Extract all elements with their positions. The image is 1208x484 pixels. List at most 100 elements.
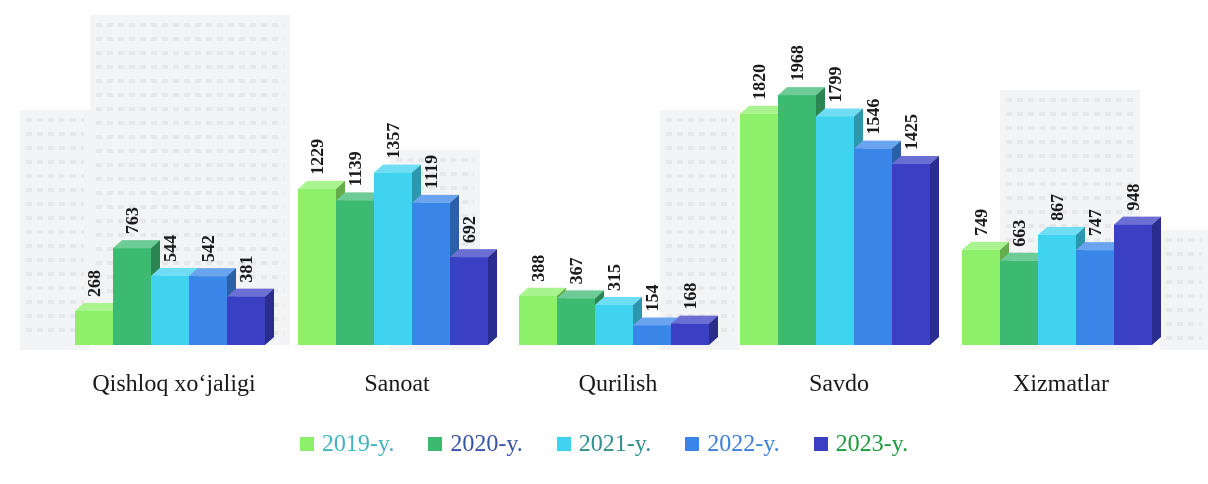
bar-value-label: 315 — [604, 264, 624, 291]
bar-front — [740, 113, 778, 345]
background-building — [1160, 230, 1208, 350]
bar-value-label: 381 — [236, 256, 256, 283]
bar-value-label: 948 — [1123, 184, 1143, 211]
bar-value-label: 749 — [971, 209, 991, 236]
bar-side — [265, 288, 274, 345]
bar-value-label: 1139 — [345, 151, 365, 186]
bar-top — [412, 194, 459, 203]
bar-value-label: 1119 — [421, 155, 441, 189]
legend-swatch — [685, 437, 700, 451]
bars-layer — [75, 87, 1161, 346]
bar-top — [778, 87, 825, 96]
bar-front — [816, 116, 854, 345]
bar-front — [962, 249, 1000, 345]
bar-front — [854, 148, 892, 345]
bar-front — [75, 310, 113, 345]
bar-front — [450, 257, 488, 345]
bar-value-label: 1820 — [749, 64, 769, 100]
bar-top — [557, 290, 604, 299]
bar-side — [1152, 216, 1161, 345]
bar-top — [450, 249, 497, 258]
bar — [1000, 252, 1047, 345]
bar-front — [374, 172, 412, 345]
bar — [450, 249, 497, 345]
legend-item: 2021-y. — [556, 430, 652, 458]
legend-item: 2022-y. — [685, 430, 780, 458]
legend-label: 2021-y. — [578, 430, 652, 457]
bar-front — [151, 275, 189, 345]
bar-top — [740, 105, 787, 114]
bar-front — [412, 202, 450, 345]
bar-top — [1038, 226, 1085, 235]
bar-front — [557, 298, 595, 345]
bar — [113, 240, 160, 345]
bar-side — [488, 249, 497, 345]
bar — [671, 315, 718, 345]
bar-value-label: 268 — [84, 270, 104, 297]
legend-label: 2023-y. — [835, 430, 909, 457]
legend-item: 2023-y. — [813, 430, 909, 458]
bar-side — [709, 315, 718, 345]
bar-value-label: 1968 — [787, 45, 807, 81]
legend-label: 2022-y. — [707, 430, 780, 457]
bar — [227, 288, 274, 345]
bar-top — [854, 140, 901, 149]
legend-swatch — [299, 437, 314, 451]
bar-value-label: 1799 — [825, 67, 845, 103]
bar-front — [336, 200, 374, 345]
bar-front — [227, 296, 265, 345]
legend: 2019-y. 2020-y. 2021-y. 2022-y. 2023-y. — [0, 426, 1208, 462]
category-label: Qishloq xo‘jaligi — [92, 371, 256, 397]
bar-top — [227, 288, 274, 297]
bar-front — [633, 325, 671, 345]
bar-top — [816, 108, 863, 117]
bar-top — [374, 164, 421, 173]
bar-value-label: 867 — [1047, 194, 1067, 221]
bar-top — [75, 302, 122, 311]
bar-top — [1000, 252, 1047, 261]
bar — [1114, 216, 1161, 345]
bar-value-label: 542 — [198, 235, 218, 262]
bar-front — [519, 295, 557, 345]
legend-label: 2020-y. — [450, 430, 523, 457]
category-label: Qurilish — [579, 371, 658, 397]
bar-front — [892, 164, 930, 345]
bar-top — [962, 241, 1009, 250]
bar-value-label: 1425 — [901, 114, 921, 150]
labels-layer: 268 1229 388 1820 749 763 1139 367 1968 663 544 135… — [84, 45, 1143, 397]
bar-value-label: 168 — [680, 283, 700, 310]
bar-top — [892, 156, 939, 165]
bar-top — [1076, 242, 1123, 251]
bar-value-label: 1357 — [383, 123, 403, 159]
category-label: Savdo — [809, 371, 869, 397]
bar-front — [298, 188, 336, 345]
bar-side — [930, 156, 939, 345]
bar — [892, 156, 939, 345]
bar-front — [1114, 224, 1152, 345]
legend-item: 2020-y. — [428, 430, 523, 458]
bar-top — [151, 267, 198, 276]
bar-front — [1076, 250, 1114, 345]
bar-top — [336, 192, 383, 201]
bar-value-label: 747 — [1085, 209, 1105, 236]
legend-item: 2019-y. — [299, 430, 395, 458]
bar-top — [633, 317, 680, 326]
bar-top — [595, 296, 642, 305]
bar-value-label: 1546 — [863, 99, 883, 135]
legend-swatch — [428, 437, 443, 451]
bar-value-label: 154 — [642, 284, 662, 311]
bar-front — [595, 304, 633, 345]
bar — [595, 296, 642, 345]
bar-value-label: 1229 — [307, 139, 327, 175]
bar-top — [671, 315, 718, 324]
bar-front — [671, 323, 709, 345]
bar-front — [1000, 260, 1038, 345]
bar-value-label: 692 — [459, 216, 479, 243]
bar-front — [1038, 234, 1076, 345]
bar-front — [189, 276, 227, 345]
bar-value-label: 367 — [566, 257, 586, 284]
legend-swatch — [813, 437, 828, 451]
legend-label: 2019-y. — [321, 430, 395, 457]
